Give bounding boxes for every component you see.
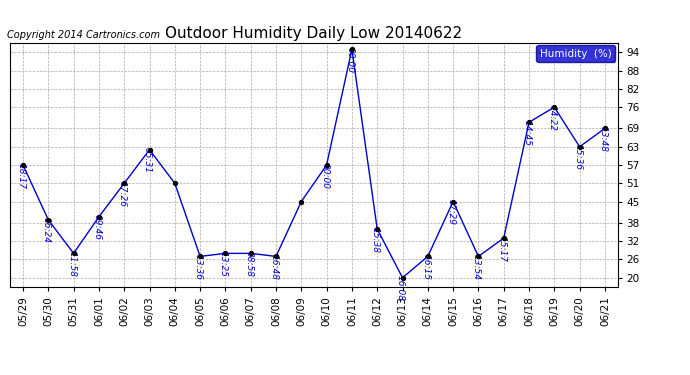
Text: 17:29: 17:29 xyxy=(446,199,455,225)
Point xyxy=(296,199,307,205)
Point xyxy=(93,214,104,220)
Text: 15:38: 15:38 xyxy=(371,226,380,252)
Point xyxy=(422,254,433,260)
Point xyxy=(144,147,155,153)
Point xyxy=(119,180,130,186)
Text: 13:48: 13:48 xyxy=(598,126,607,152)
Text: 18:17: 18:17 xyxy=(17,163,26,189)
Point xyxy=(524,119,535,125)
Point xyxy=(195,254,206,260)
Point xyxy=(68,251,79,257)
Text: 08:58: 08:58 xyxy=(244,251,253,277)
Text: 05:31: 05:31 xyxy=(143,147,152,173)
Point xyxy=(43,217,54,223)
Point xyxy=(245,251,256,257)
Point xyxy=(270,254,282,260)
Point xyxy=(372,226,383,232)
Text: 15:17: 15:17 xyxy=(497,236,506,262)
Title: Outdoor Humidity Daily Low 20140622: Outdoor Humidity Daily Low 20140622 xyxy=(166,26,462,40)
Text: 13:36: 13:36 xyxy=(194,254,203,280)
Point xyxy=(169,180,180,186)
Point xyxy=(346,46,357,52)
Text: 13:54: 13:54 xyxy=(472,254,481,280)
Point xyxy=(574,144,585,150)
Text: 16:08: 16:08 xyxy=(396,275,405,301)
Text: 00:00: 00:00 xyxy=(320,163,329,189)
Legend: Humidity  (%): Humidity (%) xyxy=(536,45,615,63)
Text: 16:24: 16:24 xyxy=(42,217,51,243)
Point xyxy=(600,125,611,132)
Text: 00:00: 00:00 xyxy=(346,47,355,73)
Point xyxy=(448,199,459,205)
Text: 17:26: 17:26 xyxy=(118,181,127,207)
Point xyxy=(397,275,408,281)
Text: 14:45: 14:45 xyxy=(522,120,531,146)
Text: 16:15: 16:15 xyxy=(422,254,431,280)
Point xyxy=(473,254,484,260)
Point xyxy=(17,162,28,168)
Text: 09:46: 09:46 xyxy=(92,214,101,240)
Text: 11:58: 11:58 xyxy=(67,251,76,277)
Point xyxy=(321,162,332,168)
Text: 15:36: 15:36 xyxy=(573,144,582,170)
Text: Copyright 2014 Cartronics.com: Copyright 2014 Cartronics.com xyxy=(8,30,160,40)
Point xyxy=(498,235,509,241)
Point xyxy=(549,104,560,110)
Text: 13:25: 13:25 xyxy=(219,251,228,277)
Text: 14:22: 14:22 xyxy=(548,105,557,130)
Text: 16:48: 16:48 xyxy=(270,254,279,280)
Point xyxy=(220,251,231,257)
